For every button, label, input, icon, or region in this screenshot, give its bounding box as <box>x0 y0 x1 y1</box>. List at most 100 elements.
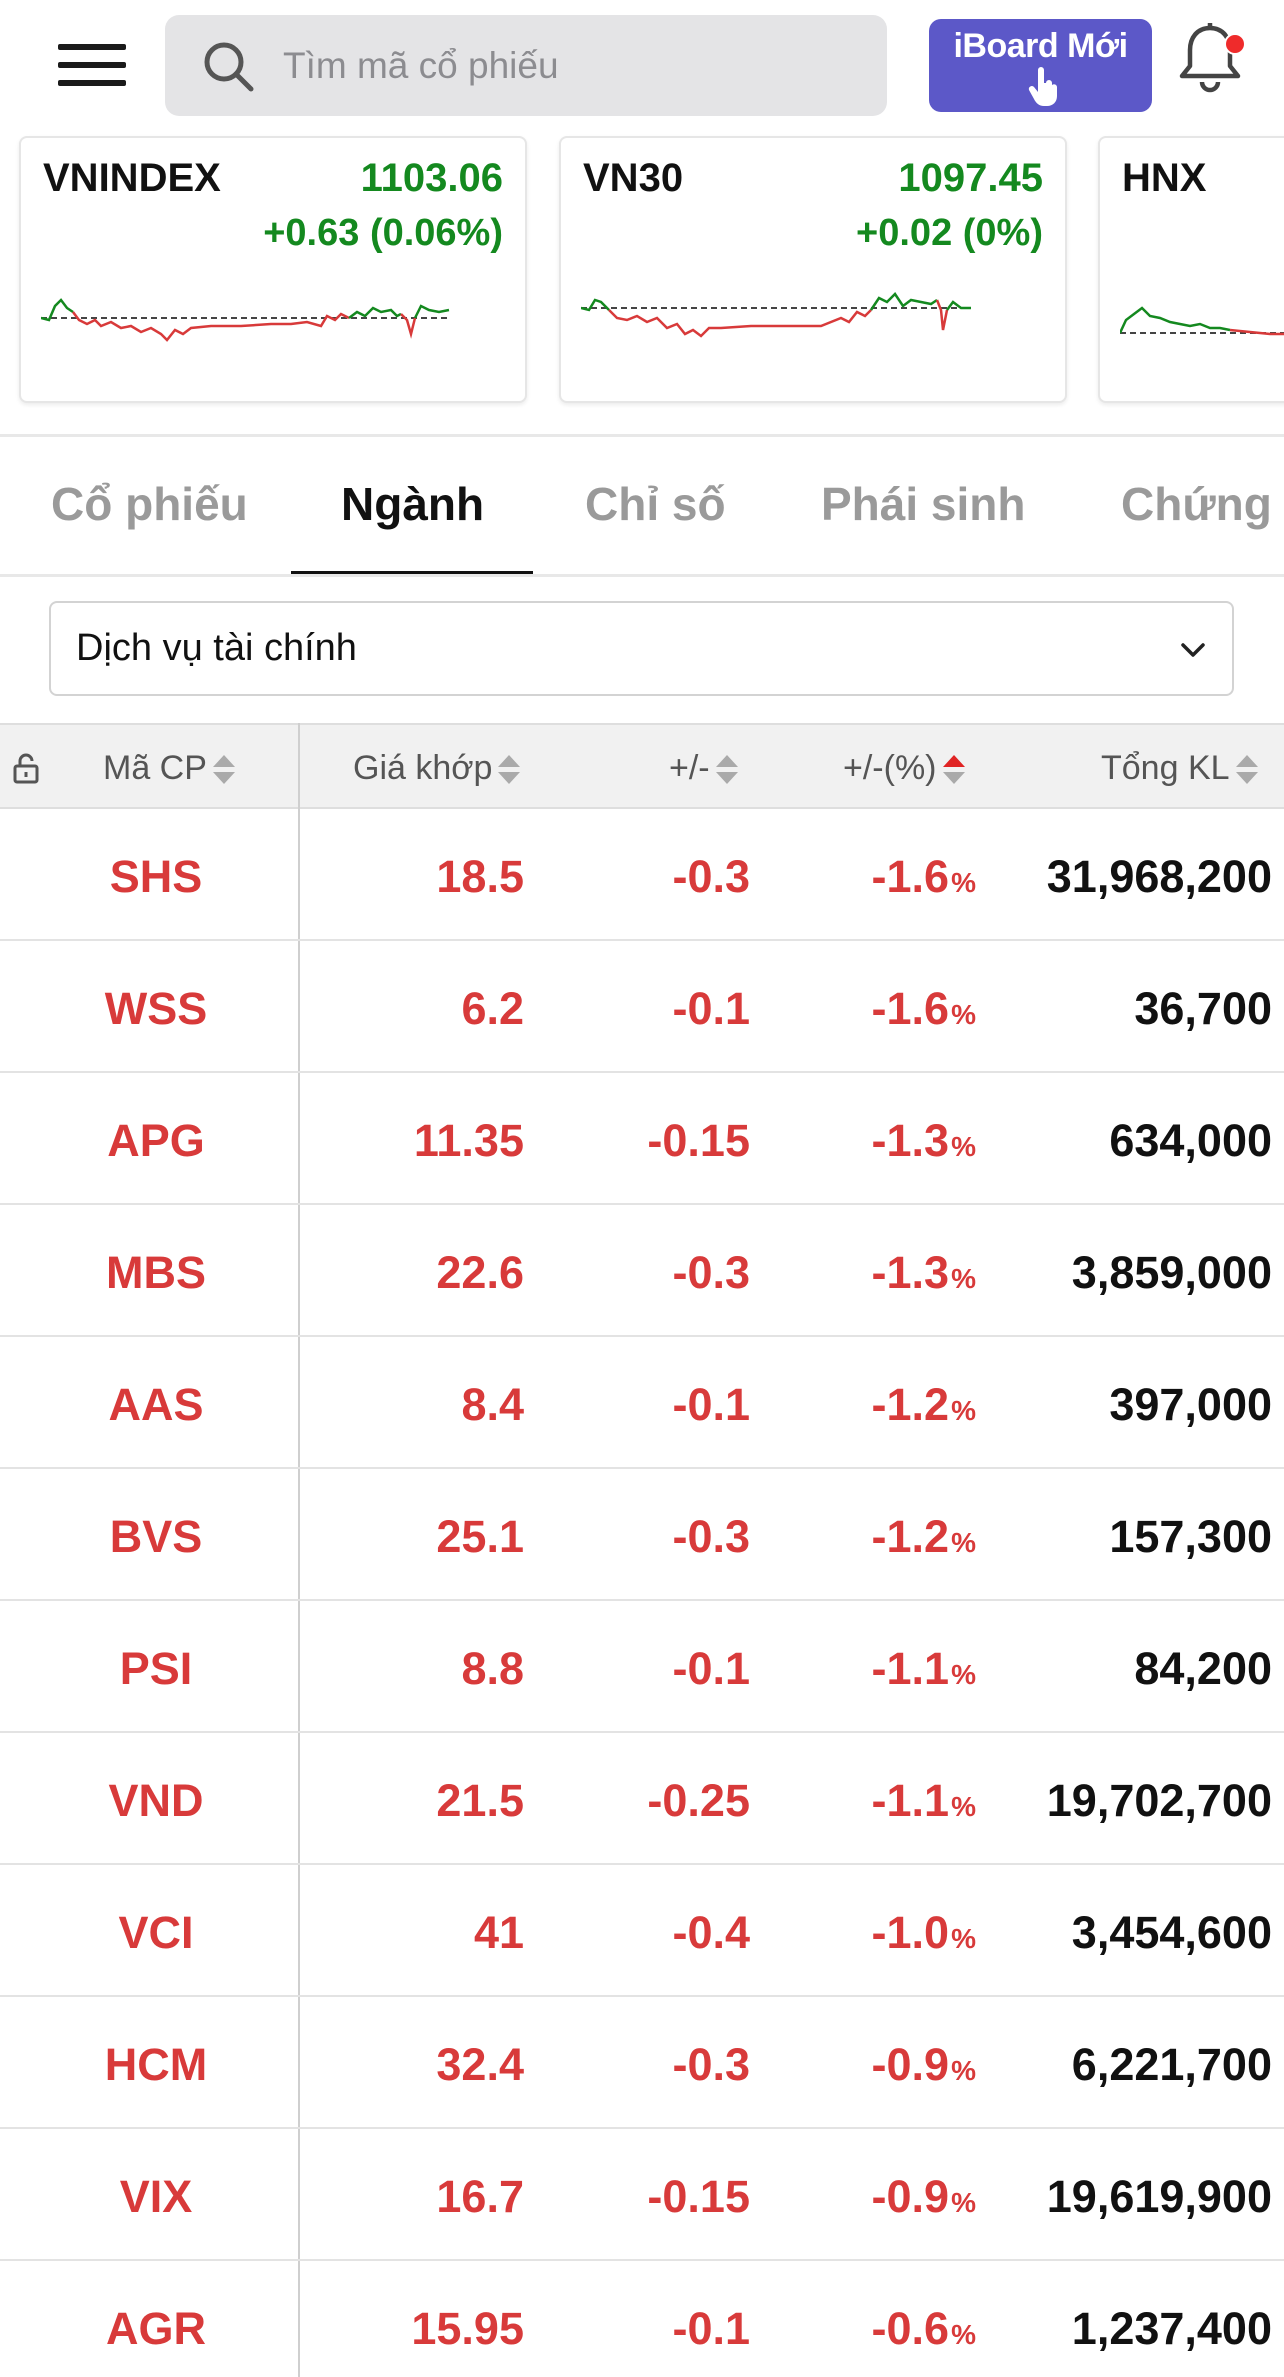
column-header-price[interactable]: Giá khớp <box>353 749 521 788</box>
percent-value: -1.6 <box>871 851 950 902</box>
notification-dot <box>1224 33 1246 55</box>
price-change-percent: -1.1% <box>872 1775 976 1827</box>
category-tabs: Cổ phiếu Ngành Chỉ số Phái sinh Chứng qu… <box>0 437 1284 577</box>
tabs-divider <box>0 574 1284 577</box>
sort-icon <box>942 755 965 785</box>
section-divider <box>0 434 1284 437</box>
match-price: 16.7 <box>436 2171 524 2222</box>
sector-select[interactable]: Dịch vụ tài chính <box>49 601 1234 696</box>
lock-icon[interactable] <box>12 753 42 785</box>
index-card-vnindex[interactable]: VNINDEX 1103.06 +0.63 (0.06%) <box>19 136 527 403</box>
column-header-code[interactable]: Mã CP <box>103 749 235 788</box>
price-change: -0.3 <box>672 2039 750 2090</box>
total-volume: 84,200 <box>1134 1643 1272 1694</box>
stock-code: HCM <box>104 2039 208 2090</box>
price-change-percent: -0.6% <box>872 2303 976 2355</box>
stock-code: PSI <box>119 1643 193 1694</box>
active-tab-indicator <box>291 571 533 576</box>
table-row[interactable]: HCM 32.4 -0.3 -0.9% 6,221,700 <box>0 1997 1284 2129</box>
index-name: VN30 <box>583 156 684 200</box>
stock-table-body: SHS 18.5 -0.3 -1.6% 31,968,200 WSS 6.2 -0.1 -1.6… <box>0 809 1284 2377</box>
price-change: -0.3 <box>672 851 750 902</box>
search-box[interactable] <box>165 15 887 116</box>
percent-unit: % <box>951 2055 976 2086</box>
total-volume: 3,454,600 <box>1071 1907 1272 1958</box>
percent-unit: % <box>951 1923 976 1954</box>
table-row[interactable]: VIX 16.7 -0.15 -0.9% 19,619,900 <box>0 2129 1284 2261</box>
price-change: -0.15 <box>647 2171 750 2222</box>
search-input[interactable] <box>283 37 863 95</box>
tab-chung-quyen[interactable]: Chứng quyền <box>1121 478 1284 530</box>
table-row[interactable]: WSS 6.2 -0.1 -1.6% 36,700 <box>0 941 1284 1073</box>
column-header-change-percent[interactable]: +/-(%) <box>843 749 965 788</box>
table-row[interactable]: BVS 25.1 -0.3 -1.2% 157,300 <box>0 1469 1284 1601</box>
match-price: 41 <box>473 1907 524 1958</box>
tab-phai-sinh[interactable]: Phái sinh <box>821 478 1026 530</box>
price-change-percent: -1.6% <box>872 983 976 1035</box>
price-change: -0.3 <box>672 1511 750 1562</box>
total-volume: 19,702,700 <box>1046 1775 1272 1826</box>
table-row[interactable]: SHS 18.5 -0.3 -1.6% 31,968,200 <box>0 809 1284 941</box>
price-change-percent: -1.3% <box>872 1247 976 1299</box>
total-volume: 36,700 <box>1134 983 1272 1034</box>
column-header-volume[interactable]: Tổng KL <box>1101 749 1258 788</box>
price-change: -0.25 <box>647 1775 750 1826</box>
match-price: 22.6 <box>436 1247 524 1298</box>
price-change-percent: -1.2% <box>872 1511 976 1563</box>
stock-code: VCI <box>118 1907 194 1958</box>
column-header-change[interactable]: +/- <box>669 749 738 788</box>
index-name: VNINDEX <box>43 156 221 200</box>
column-label: Mã CP <box>103 749 207 787</box>
match-price: 6.2 <box>461 983 524 1034</box>
sector-selected-value: Dịch vụ tài chính <box>76 627 357 669</box>
stock-code: SHS <box>109 851 203 902</box>
price-change: -0.3 <box>672 1247 750 1298</box>
tab-nganh[interactable]: Ngành <box>341 478 485 530</box>
table-row[interactable]: AAS 8.4 -0.1 -1.2% 397,000 <box>0 1337 1284 1469</box>
price-change-percent: -0.9% <box>872 2039 976 2091</box>
percent-unit: % <box>951 1131 976 1162</box>
percent-unit: % <box>951 867 976 898</box>
total-volume: 1,237,400 <box>1071 2303 1272 2354</box>
iboard-new-button[interactable]: iBoard Mới <box>929 19 1152 112</box>
tab-chi-so[interactable]: Chỉ số <box>585 478 726 530</box>
match-price: 32.4 <box>436 2039 524 2090</box>
percent-value: -1.3 <box>871 1115 950 1166</box>
menu-icon[interactable] <box>58 40 128 90</box>
stock-code: BVS <box>109 1511 203 1562</box>
sort-icon <box>212 755 235 785</box>
table-row[interactable]: AGR 15.95 -0.1 -0.6% 1,237,400 <box>0 2261 1284 2377</box>
total-volume: 19,619,900 <box>1046 2171 1272 2222</box>
percent-unit: % <box>951 999 976 1030</box>
tab-co-phieu[interactable]: Cổ phiếu <box>51 478 248 530</box>
total-volume: 31,968,200 <box>1046 851 1272 902</box>
index-sparkline <box>1120 306 1284 336</box>
percent-value: -0.9 <box>871 2171 950 2222</box>
stock-code: MBS <box>106 1247 206 1298</box>
table-row[interactable]: MBS 22.6 -0.3 -1.3% 3,859,000 <box>0 1205 1284 1337</box>
index-card-hnx[interactable]: HNX <box>1098 136 1284 403</box>
price-change-percent: -1.1% <box>872 1643 976 1695</box>
percent-value: -1.6 <box>871 983 950 1034</box>
table-header: Mã CP Giá khớp +/- +/-(%) Tổng KL <box>0 723 1284 809</box>
index-card-vn30[interactable]: VN30 1097.45 +0.02 (0%) <box>559 136 1067 403</box>
percent-value: -1.1 <box>871 1643 950 1694</box>
total-volume: 157,300 <box>1109 1511 1272 1562</box>
percent-value: -1.3 <box>871 1247 950 1298</box>
percent-unit: % <box>951 2187 976 2218</box>
percent-unit: % <box>951 1527 976 1558</box>
table-row[interactable]: APG 11.35 -0.15 -1.3% 634,000 <box>0 1073 1284 1205</box>
table-row[interactable]: VND 21.5 -0.25 -1.1% 19,702,700 <box>0 1733 1284 1865</box>
table-row[interactable]: VCI 41 -0.4 -1.0% 3,454,600 <box>0 1865 1284 1997</box>
total-volume: 634,000 <box>1109 1115 1272 1166</box>
percent-unit: % <box>951 1659 976 1690</box>
match-price: 21.5 <box>436 1775 524 1826</box>
index-cards: VNINDEX 1103.06 +0.63 (0.06%) VN30 1097.… <box>0 133 1284 408</box>
percent-value: -1.1 <box>871 1775 950 1826</box>
table-row[interactable]: PSI 8.8 -0.1 -1.1% 84,200 <box>0 1601 1284 1733</box>
sort-icon <box>498 755 521 785</box>
match-price: 11.35 <box>413 1115 524 1166</box>
notification-button[interactable] <box>1175 22 1255 102</box>
stock-code: WSS <box>104 983 208 1034</box>
index-change: +0.63 (0.06%) <box>263 212 503 254</box>
